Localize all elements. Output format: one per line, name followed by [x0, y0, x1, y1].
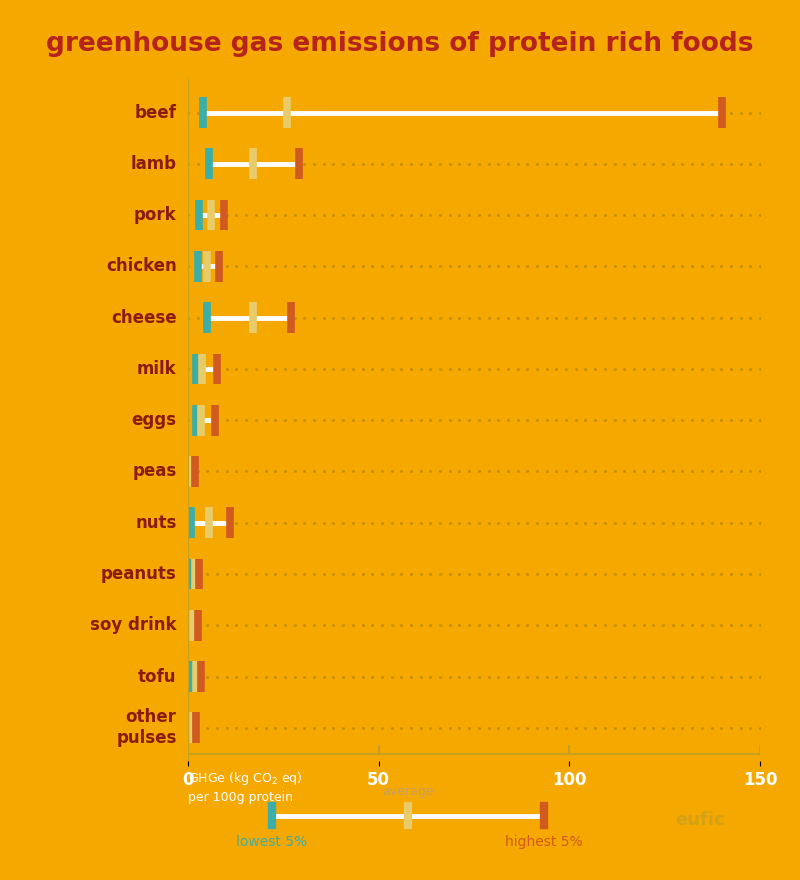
Text: highest 5%: highest 5% — [505, 835, 583, 849]
Text: greenhouse gas emissions of protein rich foods: greenhouse gas emissions of protein rich… — [46, 31, 754, 57]
Text: nuts: nuts — [135, 514, 177, 532]
Text: lowest 5%: lowest 5% — [237, 835, 307, 849]
Text: GHGe (kg CO$_2$ eq)
per 100g protein: GHGe (kg CO$_2$ eq) per 100g protein — [188, 770, 302, 804]
Text: milk: milk — [137, 360, 177, 378]
Text: eggs: eggs — [131, 411, 177, 429]
Text: cheese: cheese — [111, 309, 177, 326]
Text: peas: peas — [132, 463, 177, 480]
Text: lamb: lamb — [130, 155, 177, 172]
Text: eufic: eufic — [675, 811, 725, 829]
Text: chicken: chicken — [106, 257, 177, 275]
Text: peanuts: peanuts — [101, 565, 177, 583]
Text: other
pulses: other pulses — [116, 708, 177, 747]
Text: tofu: tofu — [138, 668, 177, 686]
Text: soy drink: soy drink — [90, 616, 177, 634]
Text: pork: pork — [134, 206, 177, 224]
Text: beef: beef — [134, 104, 177, 121]
Text: average: average — [382, 785, 434, 798]
